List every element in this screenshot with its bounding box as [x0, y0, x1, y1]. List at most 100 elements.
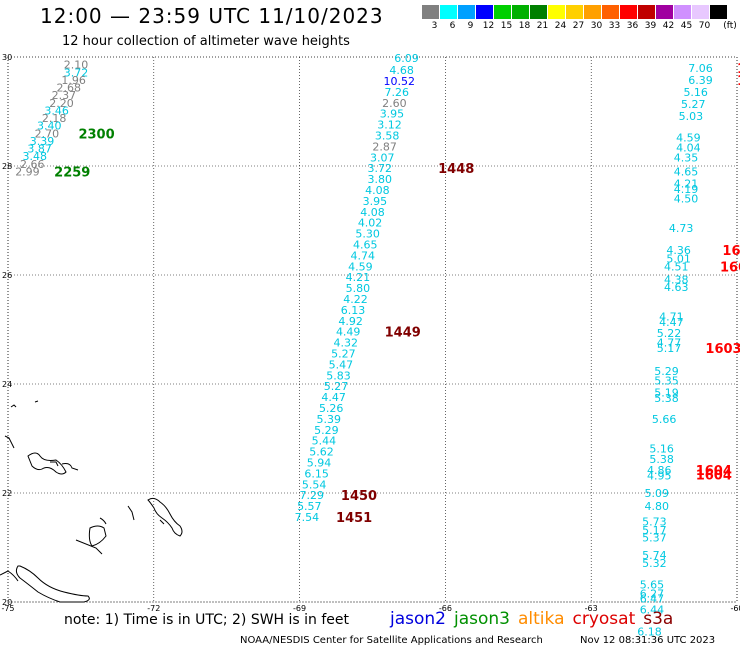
colorbar-label: 15 — [500, 21, 513, 31]
lon-tick-label: -63 — [585, 604, 598, 613]
wave-height-value: 3.95 — [380, 108, 405, 121]
wave-height-value: 5.73 — [642, 515, 667, 528]
lon-tick-label: -75 — [1, 604, 14, 613]
colorbar-swatch — [458, 5, 476, 19]
pass-time-label: 1603 — [705, 342, 740, 357]
wave-height-value: 3.12 — [377, 119, 402, 132]
colorbar-swatch — [692, 5, 710, 19]
colorbar-label: 27 — [572, 21, 585, 31]
wave-height-value: 4.21 — [346, 271, 371, 284]
satellite-legend-item: s3a — [643, 609, 674, 629]
wave-height-value: 6.47 — [640, 593, 665, 606]
colorbar-swatch — [638, 5, 656, 19]
wave-height-value: 4.95 — [647, 470, 672, 483]
wave-height-value: 5.01 — [666, 253, 691, 266]
wave-height-value: 4.86 — [647, 464, 672, 477]
colorbar-swatch — [530, 5, 548, 19]
wave-height-value: 5.54 — [302, 478, 327, 491]
satellite-legend-item: jason3 — [454, 609, 510, 629]
colorbar-label: 45 — [680, 21, 693, 31]
wave-height-value: 6.39 — [688, 74, 713, 87]
colorbar-swatch — [674, 5, 692, 19]
wave-height-value: 4.19 — [674, 183, 699, 196]
wave-height-value: 4.22 — [343, 293, 368, 306]
wave-height-value: 4.38 — [664, 273, 689, 286]
lon-tick-label: -60 — [730, 604, 740, 613]
wave-height-value: 4.92 — [338, 315, 363, 328]
wave-height-value: 2.10 — [64, 59, 89, 72]
wave-height-value: 2.99 — [15, 165, 40, 178]
wave-height-value: 2.66 — [20, 158, 45, 171]
wave-height-value: 4.04 — [676, 141, 701, 154]
wave-height-value: 5.74 — [642, 549, 667, 562]
wave-height-value: 5.66 — [652, 413, 677, 426]
satellite-legend: jason2 jason3 altika cryosat s3a — [390, 609, 681, 629]
footer-credit: NOAA/NESDIS Center for Satellite Applica… — [240, 635, 543, 646]
wave-height-value: 3.58 — [375, 129, 400, 142]
pass-time-label: 1603 — [722, 244, 740, 259]
colorbar-swatch — [602, 5, 620, 19]
wave-height-value: 4.65 — [674, 165, 699, 178]
wave-height-value: 5.29 — [314, 424, 339, 437]
wave-height-value: 5.38 — [654, 392, 679, 405]
pass-time-label: 2300 — [78, 127, 114, 142]
colorbar-label: 12 — [482, 21, 495, 31]
pass-time-label: 160 — [737, 62, 740, 77]
colorbar-swatch — [710, 5, 728, 19]
left-track: 2.103.721.962.682.372.203.462.183.402.70… — [15, 59, 114, 181]
wave-height-value: 5.39 — [317, 413, 342, 426]
wave-height-value: 5.17 — [657, 342, 682, 355]
wave-height-value: 6.44 — [640, 604, 665, 617]
wave-height-value: 5.19 — [654, 387, 679, 400]
wave-height-value: 3.72 — [368, 162, 393, 175]
wave-height-value: 5.09 — [645, 487, 670, 500]
wave-height-value: 1.96 — [61, 74, 86, 87]
pass-time-label: 1604 — [696, 468, 732, 483]
wave-height-value: 2.70 — [35, 127, 60, 140]
wave-height-value: 5.27 — [324, 380, 349, 393]
caribbean-coastline — [0, 400, 183, 603]
altimeter-tracks: 2.103.721.962.682.372.203.462.183.402.70… — [15, 52, 740, 638]
pass-time-label: 2259 — [54, 165, 90, 180]
wave-height-value: 2.60 — [382, 97, 407, 110]
wave-height-value: 5.37 — [642, 532, 667, 545]
wave-height-value: 5.38 — [649, 453, 674, 466]
wave-height-value: 7.26 — [385, 86, 410, 99]
wave-height-value: 6.09 — [394, 52, 419, 65]
wave-height-value: 3.39 — [30, 135, 55, 148]
wave-height-value: 5.22 — [657, 327, 682, 340]
lon-tick-label: -66 — [439, 604, 452, 613]
wave-height-value: 4.47 — [321, 391, 346, 404]
lat-tick-label: 24 — [2, 380, 12, 389]
colorbar-label: 33 — [608, 21, 621, 31]
wave-height-value: 4.73 — [669, 222, 694, 235]
wave-height-value: 5.47 — [329, 358, 354, 371]
pass-time-label: 1451 — [336, 511, 372, 526]
wave-height-value: 4.50 — [674, 193, 699, 206]
wave-height-value: 3.80 — [368, 173, 393, 186]
colorbar-label: 42 — [662, 21, 675, 31]
satellite-legend-item: cryosat — [572, 609, 636, 629]
wave-height-value: 3.48 — [22, 150, 47, 163]
wave-height-value: 5.03 — [679, 110, 704, 123]
wave-height-value: 2.18 — [42, 112, 67, 125]
colorbar-label: 36 — [626, 21, 639, 31]
lat-tick-label: 20 — [2, 598, 12, 607]
colorbar-label: 39 — [644, 21, 657, 31]
wave-height-value: 7.54 — [295, 511, 320, 524]
wave-height-value: 3.40 — [37, 120, 62, 133]
wave-height-value: 5.65 — [640, 579, 665, 592]
colorbar-swatch — [620, 5, 638, 19]
wave-height-value: 4.59 — [676, 132, 701, 145]
map-title: 12:00 — 23:59 UTC 11/10/2023 — [40, 4, 384, 28]
colorbar-swatch — [584, 5, 602, 19]
wave-height-value: 4.65 — [353, 238, 378, 251]
wave-height-value: 2.37 — [52, 89, 77, 102]
wave-height-value: 2.68 — [57, 82, 82, 95]
wave-height-value: 3.72 — [64, 66, 89, 79]
wave-height-value: 5.35 — [654, 375, 679, 388]
colorbar-label: 3 — [431, 21, 438, 31]
wave-height-value: 5.27 — [331, 347, 356, 360]
pass-time-label: 1449 — [385, 326, 421, 341]
